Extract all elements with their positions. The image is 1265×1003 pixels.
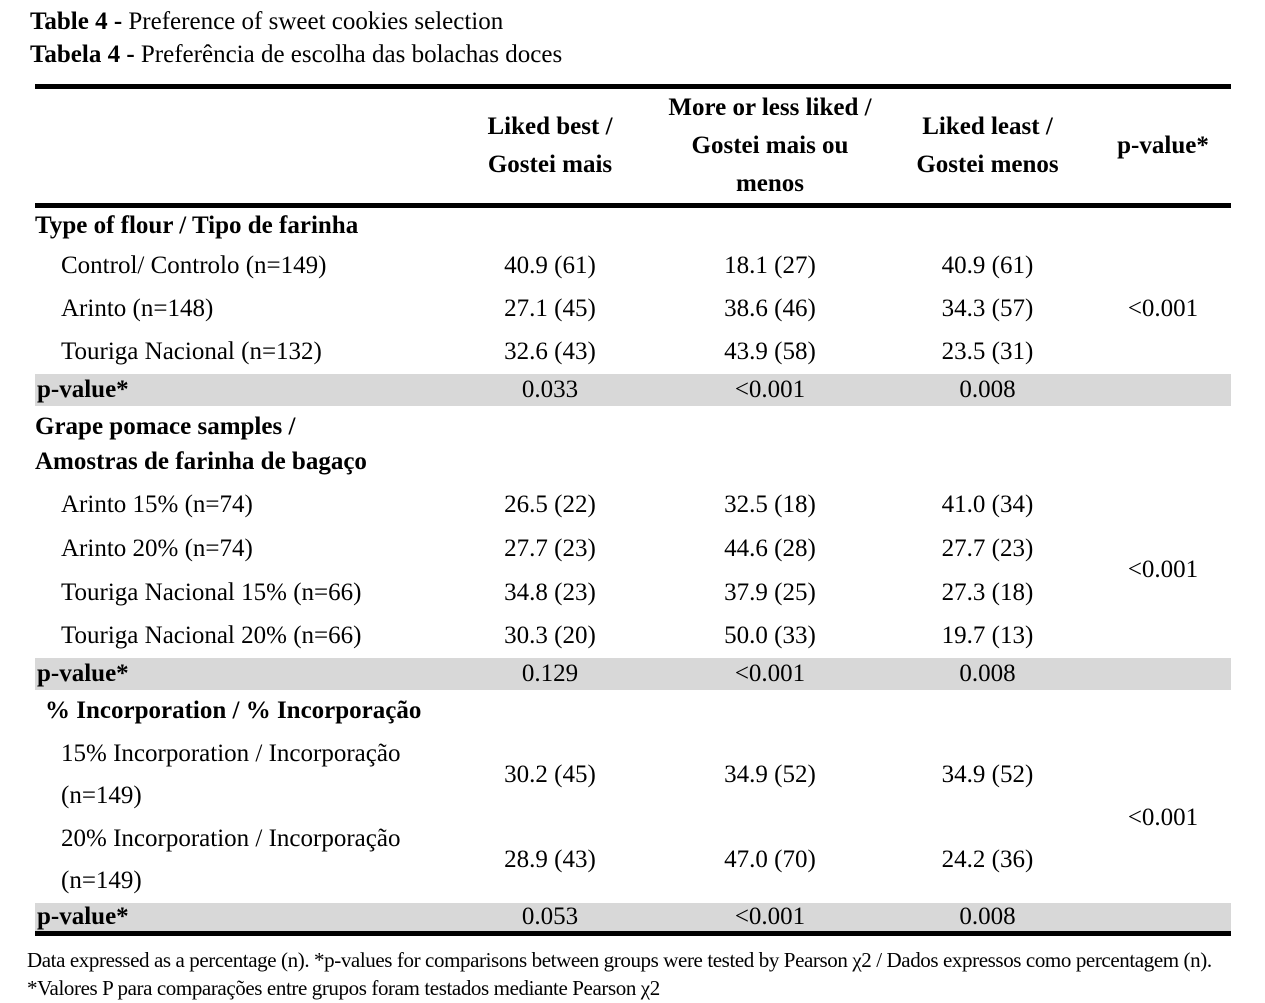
value-cell: 47.0 (70) [724, 846, 816, 873]
header-row: Liked best / Gostei mais More or less li… [35, 86, 1231, 208]
value-cell: 40.9 (61) [941, 252, 1034, 279]
value-cell: 37.9 (25) [724, 578, 816, 606]
row-label: Arinto 20% (n=74) [61, 534, 253, 562]
pvalue-row-label: p-value* [35, 902, 440, 933]
group-pvalue-cell: <0.001 [1127, 295, 1199, 322]
value-cell: 40.9 (61) [504, 252, 596, 279]
table-footnote: Data expressed as a percentage (n). *p-v… [27, 948, 1212, 1000]
pvalue-cell: <0.001 [660, 657, 880, 690]
column-header-liked-least: Liked least / Gostei menos [880, 86, 1095, 208]
table-row: Touriga Nacional 15% (n=66) 34.8 (23) 37… [35, 571, 1231, 615]
pvalue-cell: 0.008 [880, 657, 1095, 690]
pvalue-row: p-value* 0.129 <0.001 0.008 [35, 657, 1231, 690]
value-cell: 50.0 (33) [724, 622, 816, 649]
table-row: 20% Incorporation / Incorporação (n=149)… [35, 818, 1231, 903]
row-label: Touriga Nacional 20% (n=66) [61, 622, 362, 649]
row-label: 15% Incorporation / Incorporação (n=149) [61, 740, 401, 809]
pvalue-cell: <0.001 [660, 373, 880, 406]
value-cell: 24.2 (36) [941, 846, 1034, 873]
pvalue-cell: 0.008 [880, 902, 1095, 933]
row-label: Arinto (n=148) [61, 295, 214, 322]
row-label: Touriga Nacional 15% (n=66) [61, 578, 362, 606]
value-cell: 34.9 (52) [724, 761, 816, 788]
pvalue-cell: 0.008 [880, 373, 1095, 406]
value-cell: 38.6 (46) [724, 295, 816, 322]
table-number-pt: Tabela 4 - [30, 41, 141, 68]
section-header-incorporation: % Incorporation / % Incorporação [45, 697, 422, 724]
section-header-pomace: Grape pomace samples / Amostras de farin… [35, 413, 367, 475]
value-cell: 23.5 (31) [941, 338, 1034, 365]
value-cell: 26.5 (22) [504, 490, 596, 518]
section-header-row: % Incorporation / % Incorporação [35, 690, 1231, 733]
pvalue-cell: <0.001 [660, 902, 880, 933]
section-header-row: Type of flour / Tipo de farinha [35, 206, 1231, 245]
value-cell: 43.9 (58) [724, 338, 816, 365]
table-caption-en: Preference of sweet cookies selection [128, 8, 504, 35]
pvalue-row-label: p-value* [35, 373, 440, 406]
value-cell: 27.1 (45) [504, 295, 596, 322]
pvalue-empty-cell [1095, 373, 1231, 406]
value-cell: 18.1 (27) [724, 252, 816, 279]
value-cell: 27.7 (23) [504, 534, 596, 562]
row-label: Arinto 15% (n=74) [61, 490, 253, 518]
value-cell: 27.7 (23) [941, 534, 1034, 562]
value-cell: 30.3 (20) [504, 622, 596, 649]
table-title: Table 4 - Preference of sweet cookies se… [30, 5, 562, 71]
value-cell: 19.7 (13) [941, 622, 1034, 649]
pvalue-row: p-value* 0.033 <0.001 0.008 [35, 373, 1231, 406]
row-label: Control/ Controlo (n=149) [61, 252, 327, 279]
pvalue-empty-cell [1095, 657, 1231, 690]
table-caption-pt: Preferência de escolha das bolachas doce… [140, 41, 563, 68]
row-label: 20% Incorporation / Incorporação (n=149) [61, 825, 401, 894]
value-cell: 34.9 (52) [941, 761, 1034, 788]
value-cell: 28.9 (43) [504, 846, 596, 873]
table-row: Touriga Nacional (n=132) 32.6 (43) 43.9 … [35, 331, 1231, 374]
header-empty-cell [35, 86, 440, 208]
section-header-flour: Type of flour / Tipo de farinha [35, 212, 359, 240]
value-cell: 41.0 (34) [941, 490, 1034, 518]
preference-table: Liked best / Gostei mais More or less li… [35, 84, 1231, 936]
table-row: Arinto 20% (n=74) 27.7 (23) 44.6 (28) 27… [35, 527, 1231, 571]
group-pvalue-cell: <0.001 [1127, 803, 1199, 831]
value-cell: 32.5 (18) [724, 490, 816, 518]
value-cell: 27.3 (18) [941, 578, 1034, 606]
group-pvalue-cell: <0.001 [1127, 556, 1199, 583]
value-cell: 30.2 (45) [504, 761, 596, 788]
pvalue-cell: 0.033 [440, 373, 660, 406]
pvalue-row-label: p-value* [35, 657, 440, 690]
table-row: Arinto (n=148) 27.1 (45) 38.6 (46) 34.3 … [35, 288, 1231, 331]
value-cell: 44.6 (28) [724, 534, 816, 562]
column-header-pvalue: p-value* [1095, 86, 1231, 208]
pvalue-empty-cell [1095, 902, 1231, 933]
table-number-en: Table 4 - [30, 8, 129, 35]
table-row: Control/ Controlo (n=149) 40.9 (61) 18.1… [35, 245, 1231, 322]
pvalue-cell: 0.129 [440, 657, 660, 690]
pvalue-row: p-value* 0.053 <0.001 0.008 [35, 902, 1231, 933]
value-cell: 34.8 (23) [504, 578, 596, 606]
table-row: Touriga Nacional 20% (n=66) 30.3 (20) 50… [35, 615, 1231, 658]
column-header-more-or-less: More or less liked / Gostei mais ou meno… [660, 86, 880, 208]
column-header-liked-best: Liked best / Gostei mais [440, 86, 660, 208]
section-header-row: Grape pomace samples / Amostras de farin… [35, 406, 1231, 483]
value-cell: 34.3 (57) [941, 295, 1034, 322]
table-title-line-en: Table 4 - Preference of sweet cookies se… [30, 5, 562, 38]
row-label: Touriga Nacional (n=132) [61, 338, 322, 365]
pvalue-cell: 0.053 [440, 902, 660, 933]
value-cell: 32.6 (43) [504, 338, 596, 365]
table-title-line-pt: Tabela 4 - Preferência de escolha das bo… [30, 38, 562, 71]
table-row: Arinto 15% (n=74) 26.5 (22) 32.5 (18) 41… [35, 483, 1231, 584]
table-row: 15% Incorporation / Incorporação (n=149)… [35, 733, 1231, 831]
